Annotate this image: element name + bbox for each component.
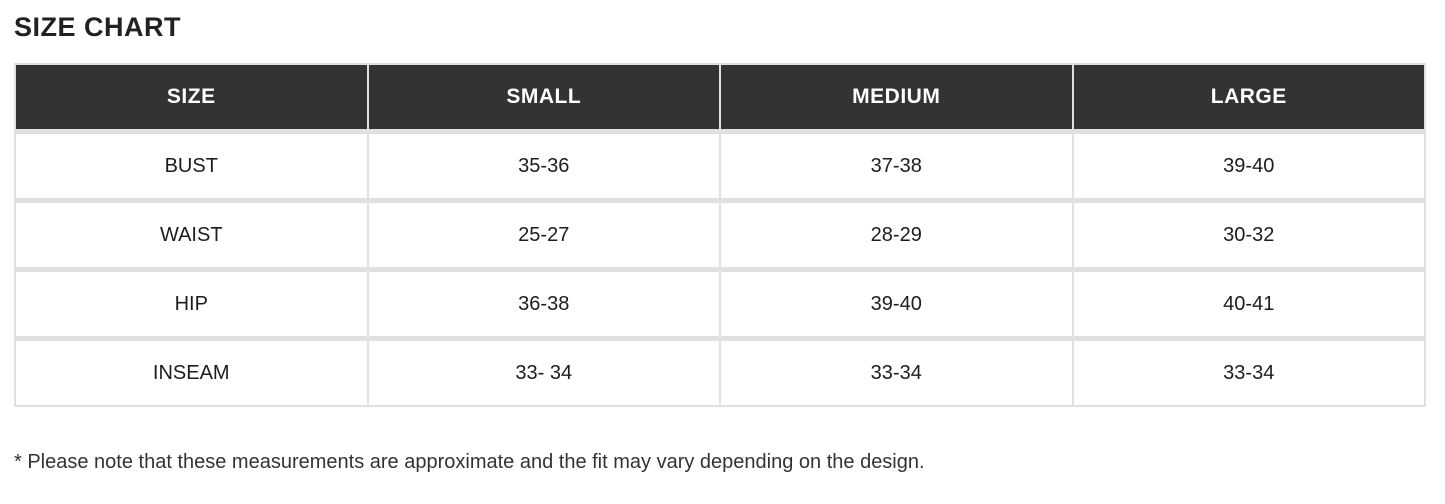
table-row-inseam: INSEAM 33- 34 33-34 33-34	[14, 337, 1426, 407]
table-cell: 33-34	[719, 337, 1074, 407]
table-cell: 30-32	[1071, 199, 1426, 272]
column-header-medium: MEDIUM	[719, 63, 1074, 134]
table-cell: 25-27	[366, 199, 721, 272]
table-cell: 33- 34	[366, 337, 721, 407]
table-cell: 37-38	[719, 130, 1074, 203]
table-cell: 39-40	[1071, 130, 1426, 203]
column-header-large: LARGE	[1071, 63, 1426, 134]
page-title: SIZE CHART	[14, 12, 181, 42]
column-header-size: SIZE	[14, 63, 369, 134]
row-label-waist: WAIST	[14, 199, 369, 272]
table-cell: 36-38	[366, 268, 721, 341]
table-cell: 35-36	[366, 130, 721, 203]
row-label-bust: BUST	[14, 130, 369, 203]
table-cell: 40-41	[1071, 268, 1426, 341]
table-cell: 28-29	[719, 199, 1074, 272]
table-cell: 33-34	[1071, 337, 1426, 407]
column-header-small: SMALL	[366, 63, 721, 134]
table-row-bust: BUST 35-36 37-38 39-40	[14, 130, 1426, 203]
size-chart-section: SIZE CHART SIZE SMALL MEDIUM LARGE BUST …	[14, 12, 1426, 473]
size-chart-table: SIZE SMALL MEDIUM LARGE BUST 35-36 37-38…	[14, 63, 1426, 407]
row-label-hip: HIP	[14, 268, 369, 341]
row-label-inseam: INSEAM	[14, 337, 369, 407]
footnote: * Please note that these measurements ar…	[14, 451, 925, 473]
table-row-hip: HIP 36-38 39-40 40-41	[14, 268, 1426, 341]
table-header-row: SIZE SMALL MEDIUM LARGE	[14, 63, 1426, 134]
table-cell: 39-40	[719, 268, 1074, 341]
table-row-waist: WAIST 25-27 28-29 30-32	[14, 199, 1426, 272]
